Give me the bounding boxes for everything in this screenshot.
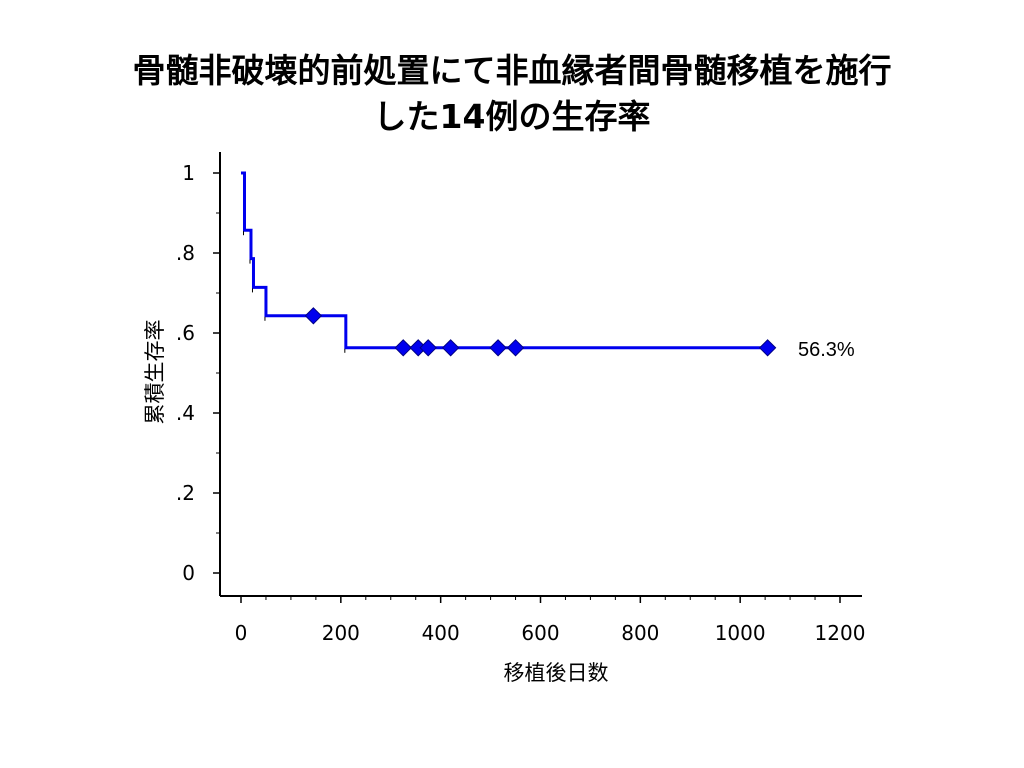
y-tick-label: .4 <box>176 401 195 425</box>
x-axis-label: 移植後日数 <box>504 661 609 685</box>
y-axis-label: 累積生存率 <box>143 320 167 425</box>
survival-curve-group <box>241 171 777 357</box>
censored-marker <box>304 307 323 325</box>
x-tick-label: 400 <box>422 621 460 645</box>
y-tick-label: .2 <box>176 481 195 505</box>
y-tick-label: .6 <box>176 321 195 345</box>
censored-marker <box>506 339 525 357</box>
y-tick-label: .8 <box>176 241 195 265</box>
x-tick-label: 0 <box>235 621 248 645</box>
x-tick-label: 1000 <box>715 621 766 645</box>
censored-marker <box>394 339 412 357</box>
x-tick-label: 200 <box>322 621 360 645</box>
chart-axes: 0 .2 .4 .6 .8 1 0 200 400 600 800 1000 1200 <box>176 152 866 645</box>
x-tick-label: 1200 <box>815 621 866 645</box>
censored-marker <box>441 339 460 357</box>
final-survival-label: 56.3% <box>798 339 855 361</box>
x-tick-label: 800 <box>621 621 659 645</box>
chart-title: 骨髄非破壊的前処置にて非血縁者間骨髄移植を施行 した14例の生存率 <box>40 48 984 140</box>
x-tick-label: 600 <box>521 621 559 645</box>
censored-marker <box>419 339 437 357</box>
survival-curve-line <box>241 171 768 350</box>
censored-marker <box>489 339 507 357</box>
chart-title-line1: 骨髄非破壊的前処置にて非血縁者間骨髄移植を施行 <box>132 51 892 90</box>
y-tick-label: 1 <box>182 161 195 185</box>
censored-marker <box>758 339 777 357</box>
y-tick-label: 0 <box>182 561 195 585</box>
chart-title-line2: した14例の生存率 <box>373 97 651 136</box>
